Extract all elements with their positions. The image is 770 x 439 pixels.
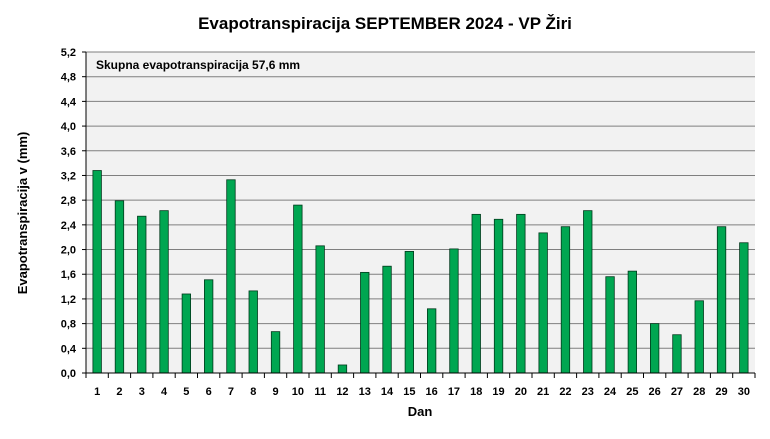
x-tick-label: 28	[693, 386, 705, 398]
x-tick-label: 8	[250, 386, 256, 398]
chart-title: Evapotranspiracija SEPTEMBER 2024 - VP Ž…	[198, 14, 572, 33]
bar	[315, 245, 325, 374]
bar	[716, 226, 727, 374]
bar	[605, 276, 615, 374]
x-tick-label: 3	[139, 386, 145, 398]
y-tick-label: 2,4	[61, 220, 77, 232]
gridlines	[86, 51, 755, 349]
bar	[650, 323, 660, 374]
bar	[694, 300, 704, 374]
x-tick-label: 11	[314, 386, 326, 398]
bar	[360, 271, 370, 374]
bar	[203, 279, 214, 374]
bars	[92, 170, 749, 374]
bar	[114, 200, 125, 374]
bar	[159, 210, 169, 374]
bar	[137, 215, 147, 374]
bar	[493, 218, 504, 374]
x-tick-label: 26	[649, 386, 661, 398]
x-tick-label: 20	[515, 386, 527, 398]
y-tick-label: 4,0	[61, 121, 76, 133]
y-tick-label: 0,0	[61, 368, 76, 380]
bar	[226, 179, 236, 374]
x-axis-label: Dan	[408, 404, 433, 419]
x-tick-label: 16	[426, 386, 438, 398]
y-tick-label: 1,2	[61, 294, 76, 306]
x-tick-label: 1	[94, 386, 100, 398]
bar	[449, 248, 459, 374]
x-tick-label: 23	[582, 386, 594, 398]
bar	[627, 270, 637, 374]
total-annotation: Skupna evapotranspiracija 57,6 mm	[96, 58, 300, 72]
bar	[270, 331, 281, 374]
bar	[382, 265, 392, 374]
x-tick-label: 25	[626, 386, 638, 398]
x-tick-label: 29	[715, 386, 727, 398]
bar	[560, 226, 571, 374]
x-tick-label: 4	[161, 386, 168, 398]
y-axis-ticks: 0,0 0,4 0,8 1,2 1,6 2,0 2,4 2,8 3,2 3,6 4,0 4,4 4,8 5…	[61, 47, 86, 380]
x-tick-label: 17	[448, 386, 460, 398]
x-tick-label: 14	[381, 386, 394, 398]
plot-area	[86, 52, 755, 373]
bar	[92, 170, 102, 374]
bar	[516, 213, 526, 374]
y-tick-label: 2,0	[61, 245, 76, 257]
bar	[739, 242, 749, 374]
x-tick-label: 15	[403, 386, 415, 398]
x-tick-label: 6	[206, 386, 212, 398]
y-tick-label: 4,8	[61, 72, 76, 84]
x-tick-label: 22	[559, 386, 571, 398]
x-tick-label: 24	[604, 386, 617, 398]
bar	[181, 293, 192, 374]
x-tick-label: 7	[228, 386, 234, 398]
bar	[538, 232, 548, 374]
y-tick-label: 4,4	[61, 96, 77, 108]
x-tick-label: 27	[671, 386, 683, 398]
y-tick-label: 5,2	[61, 47, 76, 59]
bar	[293, 204, 303, 374]
bar	[672, 334, 682, 374]
x-tick-label: 2	[116, 386, 122, 398]
x-tick-label: 21	[537, 386, 549, 398]
x-tick-label: 19	[492, 386, 504, 398]
y-tick-label: 0,8	[61, 319, 76, 331]
x-tick-label: 5	[183, 386, 189, 398]
y-tick-label: 3,6	[61, 146, 76, 158]
x-tick-label: 13	[359, 386, 371, 398]
bar	[426, 308, 437, 374]
bar	[583, 210, 593, 374]
y-tick-label: 1,6	[61, 269, 76, 281]
y-tick-label: 0,4	[61, 343, 77, 355]
y-axis-label: Evapotranspiracija v (mm)	[15, 132, 30, 295]
x-tick-label: 12	[336, 386, 348, 398]
bar	[248, 290, 258, 374]
bar	[404, 250, 415, 374]
bar	[337, 364, 348, 374]
x-tick-label: 30	[738, 386, 750, 398]
x-tick-label: 18	[470, 386, 482, 398]
x-axis-ticks: 1 2 3 4 5 6 7 8 9 10 11 12 13 14 15 16 17 18 19 20 21 22 23 24 2…	[85, 373, 756, 398]
y-tick-label: 2,8	[61, 195, 76, 207]
y-tick-label: 3,2	[61, 170, 76, 182]
bar	[471, 213, 481, 374]
x-tick-label: 9	[272, 386, 278, 398]
x-tick-label: 10	[292, 386, 304, 398]
